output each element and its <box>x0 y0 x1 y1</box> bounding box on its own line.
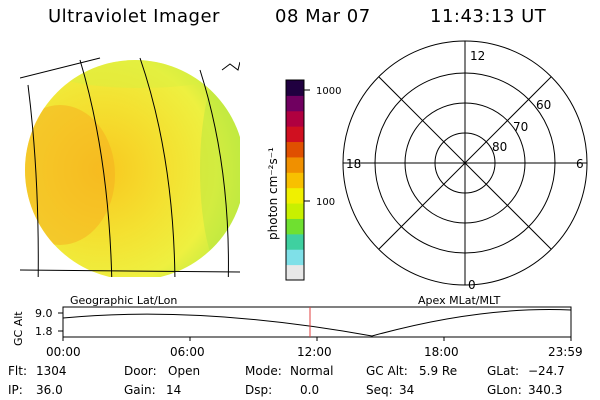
mlat-label-60: 60 <box>536 98 551 112</box>
mlat-label-80: 80 <box>492 140 507 154</box>
gcalt-value: 5.9 Re <box>419 364 458 378</box>
colorbar-segment <box>286 95 304 112</box>
colorbar-unit-label: photon cm⁻²s⁻¹ <box>266 147 280 240</box>
dsp-value: 0.0 <box>300 383 320 397</box>
x-tick-2359: 23:59 <box>548 345 583 359</box>
seq-value: 34 <box>399 383 415 397</box>
seq-label: Seq: <box>366 383 393 397</box>
colorbar-segment <box>286 141 304 158</box>
colorbar-frame <box>285 79 305 281</box>
x-tick-1800: 18:00 <box>424 345 459 359</box>
door-value: Open <box>168 364 201 378</box>
altitude-curve <box>62 309 572 337</box>
polar-plot: 12 18 6 0 60 70 80 <box>342 40 588 292</box>
ip-value: 36.0 <box>36 383 63 397</box>
door-label: Door: <box>124 364 157 378</box>
geographic-label: Geographic Lat/Lon <box>70 294 177 307</box>
dsp-label: Dsp: <box>245 383 273 397</box>
orbit-altitude-panel: Geographic Lat/Lon Apex MLat/MLT 9.0 1.8… <box>12 294 572 346</box>
mode-value: Normal <box>290 364 334 378</box>
mlat-label-70: 70 <box>513 120 528 134</box>
gain-label: Gain: <box>124 383 156 397</box>
y-axis-label: GC Alt <box>12 311 25 346</box>
colorbar-segment <box>286 187 304 204</box>
glat-value: −24.7 <box>528 364 565 378</box>
mlt-label-6: 6 <box>576 157 584 171</box>
colorbar-tick-100: 100 <box>316 197 335 208</box>
mlt-label-18: 18 <box>346 157 361 171</box>
colorbar-segment <box>286 172 304 189</box>
image-time: 11:43:13 UT <box>430 6 547 27</box>
image-date: 08 Mar 07 <box>275 6 371 27</box>
mlt-label-12: 12 <box>470 49 485 63</box>
uvi-disk-image <box>20 57 240 277</box>
mode-label: Mode: <box>245 364 282 378</box>
colorbar-segment <box>286 80 304 96</box>
y-tick-1_8: 1.8 <box>35 325 53 338</box>
x-tick-0600: 06:00 <box>170 345 205 359</box>
gain-value: 14 <box>166 383 182 397</box>
glon-label: GLon: <box>487 383 522 397</box>
flt-value: 1304 <box>36 364 67 378</box>
colorbar-segment <box>286 110 304 127</box>
colorbar-segment <box>286 249 304 266</box>
x-tick-1200: 12:00 <box>297 345 332 359</box>
apex-label: Apex MLat/MLT <box>418 294 501 307</box>
gcalt-label: GC Alt: <box>366 364 408 378</box>
colorbar-segment <box>286 233 304 250</box>
colorbar-segment <box>286 218 304 235</box>
flt-label: Flt: <box>8 364 27 378</box>
colorbar-tick-1000: 1000 <box>316 86 341 97</box>
colorbar-segment <box>286 156 304 173</box>
mlt-label-0: 0 <box>468 278 476 292</box>
y-tick-9: 9.0 <box>35 307 53 320</box>
glon-value: 340.3 <box>528 383 563 397</box>
ip-label: IP: <box>8 383 23 397</box>
colorbar-segment <box>286 264 304 281</box>
colorbar <box>285 79 305 281</box>
app-title: Ultraviolet Imager <box>48 6 220 27</box>
x-tick-0000: 00:00 <box>46 345 81 359</box>
colorbar-segment <box>286 126 304 143</box>
colorbar-segment <box>286 203 304 219</box>
glat-label: GLat: <box>487 364 520 378</box>
